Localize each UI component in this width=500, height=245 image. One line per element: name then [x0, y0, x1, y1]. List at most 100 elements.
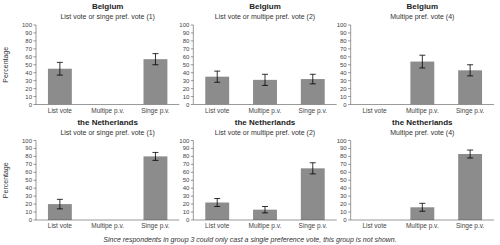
- y-tick-label: 50: [25, 62, 32, 68]
- y-tick-label: 20: [25, 86, 32, 92]
- y-tick-label: 90: [340, 30, 347, 36]
- y-tick-label: 100: [337, 22, 348, 28]
- panel-title: the Netherlands: [392, 118, 453, 127]
- y-tick-label: 10: [340, 94, 347, 100]
- x-tick-label: Singe p.v.: [141, 107, 170, 115]
- x-tick-label: List vote: [48, 107, 73, 114]
- x-tick-label: Singe p.v.: [456, 107, 485, 115]
- bar: [144, 156, 168, 220]
- y-tick: [348, 220, 351, 221]
- error-bar: [214, 71, 220, 82]
- y-tick: [34, 188, 37, 189]
- y-tick-label: 30: [340, 193, 347, 199]
- y-tick-label: 40: [25, 185, 32, 191]
- y-tick-label: 60: [183, 169, 190, 175]
- y-tick-label: 40: [340, 185, 347, 191]
- error-bar: [152, 152, 158, 160]
- y-tick-label: 90: [25, 30, 32, 36]
- x-tick-label: Singe p.v.: [456, 222, 485, 230]
- y-tick: [191, 96, 194, 97]
- y-tick-label: 90: [340, 145, 347, 151]
- x-tick-label: List vote: [362, 222, 387, 229]
- error-bar: [467, 65, 473, 76]
- y-tick: [348, 156, 351, 157]
- y-tick-label: 50: [183, 62, 190, 68]
- y-tick: [348, 196, 351, 197]
- y-axis-label: Percentage: [2, 162, 10, 198]
- y-tick: [191, 56, 194, 57]
- y-tick-label: 60: [340, 54, 347, 60]
- x-tick-label: List vote: [205, 107, 230, 114]
- y-tick-label: 40: [183, 70, 190, 76]
- y-tick: [191, 40, 194, 41]
- y-tick-label: 80: [340, 38, 347, 44]
- y-tick-label: 10: [340, 209, 347, 215]
- error-bar: [419, 203, 425, 211]
- y-tick-label: 80: [183, 38, 190, 44]
- y-tick-label: 80: [25, 153, 32, 159]
- panel: BelgiumList vote or multipe pref. vote (…: [179, 2, 336, 115]
- y-tick-label: 50: [340, 177, 347, 183]
- y-tick-label: 20: [25, 201, 32, 207]
- y-tick: [191, 25, 194, 26]
- y-tick-label: 100: [22, 138, 33, 144]
- x-tick-label: Singe p.v.: [299, 222, 328, 230]
- y-tick-label: 80: [25, 38, 32, 44]
- bar: [144, 59, 168, 104]
- y-tick: [34, 25, 37, 26]
- error-bar: [310, 74, 316, 84]
- y-tick-label: 0: [343, 217, 347, 223]
- y-tick: [191, 148, 194, 149]
- y-tick: [348, 104, 351, 105]
- error-bar: [57, 199, 63, 209]
- x-tick-label: List vote: [362, 107, 387, 114]
- y-tick-label: 30: [25, 78, 32, 84]
- y-tick: [34, 48, 37, 49]
- y-tick-label: 10: [183, 209, 190, 215]
- y-tick-label: 90: [183, 145, 190, 151]
- y-tick-label: 40: [340, 70, 347, 76]
- panel: BelgiumList vote or singe pref. vote (1)…: [2, 2, 179, 115]
- y-tick: [191, 204, 194, 205]
- y-tick: [191, 196, 194, 197]
- panel: the NetherlandsMultipe pref. vote (4)010…: [337, 118, 494, 231]
- y-axis-line: [36, 141, 37, 221]
- y-tick-label: 0: [29, 102, 33, 108]
- y-tick: [348, 48, 351, 49]
- x-axis-line: [351, 104, 494, 105]
- y-tick: [34, 196, 37, 197]
- x-tick-label: Multipe p.v.: [406, 107, 439, 115]
- y-tick-label: 80: [183, 153, 190, 159]
- y-tick-label: 70: [25, 161, 32, 167]
- y-axis-line: [193, 25, 194, 105]
- panel-title: Belgium: [407, 2, 439, 11]
- error-bar: [214, 199, 220, 207]
- y-tick: [34, 172, 37, 173]
- y-tick-label: 30: [25, 193, 32, 199]
- x-tick-label: Singe p.v.: [299, 107, 328, 115]
- y-axis-line: [350, 141, 351, 221]
- y-tick: [348, 88, 351, 89]
- y-tick: [191, 104, 194, 105]
- y-tick: [348, 212, 351, 213]
- y-tick-label: 30: [183, 78, 190, 84]
- y-tick-label: 40: [183, 185, 190, 191]
- panel-title: the Netherlands: [77, 118, 138, 127]
- x-tick-label: Multipe p.v.: [91, 107, 124, 115]
- plot-area: [48, 152, 167, 220]
- y-tick-label: 70: [183, 46, 190, 52]
- error-bar: [419, 55, 425, 68]
- y-tick: [191, 164, 194, 165]
- y-tick-label: 60: [25, 169, 32, 175]
- y-tick: [348, 80, 351, 81]
- y-tick-label: 90: [183, 30, 190, 36]
- y-tick-label: 70: [183, 161, 190, 167]
- x-tick-label: List vote: [48, 222, 73, 229]
- x-tick-label: Singe p.v.: [141, 222, 170, 230]
- y-tick: [191, 220, 194, 221]
- y-tick-label: 30: [340, 78, 347, 84]
- y-tick-label: 70: [340, 161, 347, 167]
- panel-title: the Netherlands: [235, 118, 296, 127]
- y-axis-line: [193, 141, 194, 221]
- y-tick: [34, 204, 37, 205]
